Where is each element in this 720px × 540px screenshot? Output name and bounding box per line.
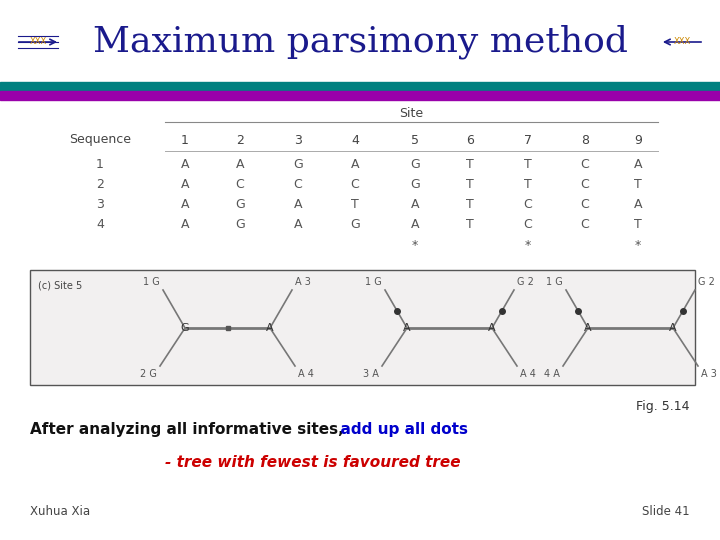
Text: A: A [294,219,302,232]
Text: XXX: XXX [673,37,690,46]
Text: T: T [466,199,474,212]
Text: C: C [523,219,532,232]
Text: G 2: G 2 [698,277,715,287]
Text: A: A [410,219,419,232]
Text: G: G [181,323,189,333]
Text: 5: 5 [411,133,419,146]
Text: A: A [634,199,642,212]
Text: 8: 8 [581,133,589,146]
Text: A: A [403,323,411,333]
Text: G: G [235,219,245,232]
Text: 7: 7 [524,133,532,146]
Text: 2: 2 [96,179,104,192]
Text: 2: 2 [236,133,244,146]
Text: C: C [580,159,590,172]
Text: *: * [635,239,641,252]
Text: C: C [294,179,302,192]
Text: 9: 9 [634,133,642,146]
Text: G: G [410,159,420,172]
Text: T: T [466,219,474,232]
Text: T: T [634,179,642,192]
Text: A: A [634,159,642,172]
Text: A: A [410,199,419,212]
Text: G: G [235,199,245,212]
Text: T: T [524,159,532,172]
Text: A: A [181,199,189,212]
Text: A 4: A 4 [520,369,536,379]
Text: A 3: A 3 [701,369,717,379]
Text: 3: 3 [96,199,104,212]
Bar [0,91,720,100]
Text: A: A [584,323,592,333]
Text: A: A [294,199,302,212]
Text: T: T [524,179,532,192]
Text: 3: 3 [294,133,302,146]
Text: T: T [351,199,359,212]
Text: 6: 6 [466,133,474,146]
Text: T: T [634,219,642,232]
Text: XXX: XXX [30,37,47,46]
Text: (c) Site 5: (c) Site 5 [38,280,82,290]
Text: A: A [181,179,189,192]
Text: 1 G: 1 G [143,277,160,287]
Text: - tree with fewest is favoured tree: - tree with fewest is favoured tree [165,455,461,470]
Text: T: T [466,179,474,192]
Text: A 3: A 3 [295,277,311,287]
Text: 1: 1 [181,133,189,146]
Text: C: C [580,179,590,192]
Text: Xuhua Xia: Xuhua Xia [30,505,90,518]
Text: Maximum parsimony method: Maximum parsimony method [93,25,627,59]
Bar [0,0,720,82]
Text: A: A [669,323,677,333]
Text: *: * [412,239,418,252]
Text: 4: 4 [351,133,359,146]
Text: A: A [351,159,359,172]
Text: 4: 4 [96,219,104,232]
Text: C: C [523,199,532,212]
Text: 1 G: 1 G [365,277,382,287]
Text: After analyzing all informative sites,: After analyzing all informative sites, [30,422,343,437]
Text: Site: Site [400,107,423,120]
Text: A: A [235,159,244,172]
Text: *: * [525,239,531,252]
Text: 3 A: 3 A [363,369,379,379]
Text: T: T [466,159,474,172]
Text: A: A [266,323,274,333]
Text: C: C [235,179,244,192]
Text: G: G [410,179,420,192]
Text: A: A [488,323,496,333]
Text: 2 G: 2 G [140,369,157,379]
Text: C: C [580,199,590,212]
Text: C: C [580,219,590,232]
Text: Slide 41: Slide 41 [642,505,690,518]
Text: C: C [351,179,359,192]
Text: add up all dots: add up all dots [330,422,468,437]
Bar [0,82,720,91]
Text: Fig. 5.14: Fig. 5.14 [636,400,690,413]
Text: A: A [181,219,189,232]
Text: Sequence: Sequence [69,133,131,146]
Bar [30,270,695,385]
Text: A: A [181,159,189,172]
Text: A 4: A 4 [298,369,314,379]
Text: G: G [293,159,303,172]
Text: 1: 1 [96,159,104,172]
Text: 1 G: 1 G [546,277,563,287]
Text: 4 A: 4 A [544,369,560,379]
Text: G: G [350,219,360,232]
Text: G 2: G 2 [517,277,534,287]
